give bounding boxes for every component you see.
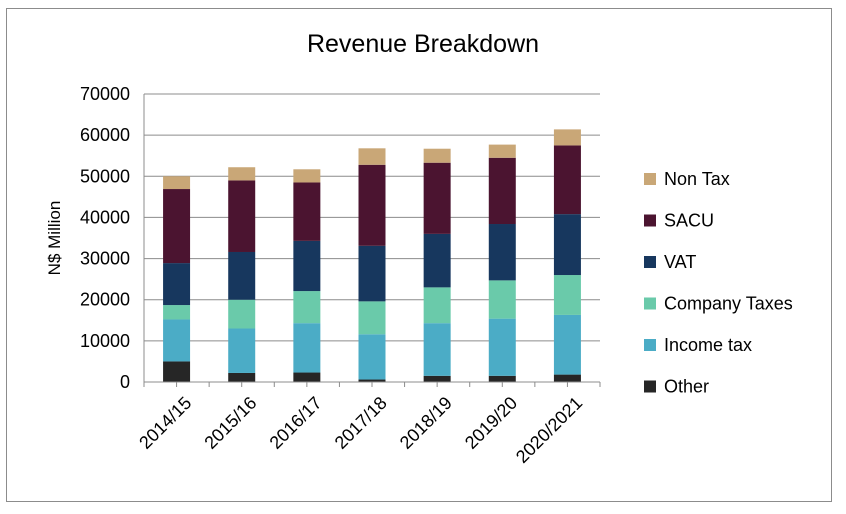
axes: 0 10000 20000 30000 40000 50000 60000 70000 2014… bbox=[80, 84, 601, 467]
legend-swatch bbox=[644, 297, 656, 310]
bar-segment-non-tax bbox=[163, 176, 191, 190]
bar-segment-other bbox=[163, 361, 191, 382]
bar-segment-other bbox=[553, 374, 581, 382]
bar-segment-non-tax bbox=[358, 148, 386, 165]
bar-segment-non-tax bbox=[228, 167, 256, 181]
bar-segment-vat bbox=[228, 251, 256, 300]
bar-segment-income-tax bbox=[488, 318, 516, 376]
y-tick-label: 0 bbox=[120, 372, 130, 392]
bar-segment-other bbox=[488, 375, 516, 382]
x-tick-label: 2014/15 bbox=[135, 393, 195, 453]
bar-segment-sacu bbox=[293, 182, 321, 241]
bar-segment-vat bbox=[423, 233, 451, 288]
bar-segment-income-tax bbox=[423, 323, 451, 376]
bar-segment-sacu bbox=[553, 145, 581, 215]
bar-segment-non-tax bbox=[488, 144, 516, 158]
bar-segment-income-tax bbox=[163, 319, 191, 362]
bar-segment-company-taxes bbox=[293, 291, 321, 324]
y-tick-label: 70000 bbox=[80, 84, 130, 104]
bar-segment-vat bbox=[358, 245, 386, 302]
bar-segment-company-taxes bbox=[553, 275, 581, 315]
bar-segment-vat bbox=[163, 263, 191, 306]
x-tick-label: 2016/17 bbox=[266, 393, 326, 453]
bar-segment-vat bbox=[488, 224, 516, 281]
legend-label: SACU bbox=[664, 211, 714, 231]
bar-segment-vat bbox=[293, 240, 321, 292]
bar-segment-non-tax bbox=[553, 129, 581, 146]
bar-segment-income-tax bbox=[228, 328, 256, 373]
legend: Non Tax SACU VAT Company Taxes Income tax Oth… bbox=[644, 169, 793, 397]
bar-segment-company-taxes bbox=[423, 287, 451, 324]
bar-segment-company-taxes bbox=[228, 299, 256, 329]
x-tick-label: 2020/2021 bbox=[512, 393, 586, 467]
bar-segment-sacu bbox=[228, 180, 256, 252]
legend-swatch bbox=[644, 339, 656, 351]
bar-segment-income-tax bbox=[358, 334, 386, 380]
x-tick-label: 2019/20 bbox=[461, 393, 521, 453]
y-axis-title: N$ Million bbox=[45, 201, 64, 276]
y-tick-label: 20000 bbox=[80, 290, 130, 310]
chart-title: Revenue Breakdown bbox=[306, 30, 540, 58]
legend-swatch bbox=[644, 214, 656, 227]
bar-segment-company-taxes bbox=[488, 280, 516, 319]
y-tick-label: 40000 bbox=[80, 207, 130, 227]
bar-segment-sacu bbox=[488, 157, 516, 225]
x-tick-label: 2017/18 bbox=[331, 393, 391, 453]
x-tick-label: 2015/16 bbox=[200, 393, 260, 453]
x-tick-label: 2018/19 bbox=[396, 393, 456, 453]
legend-swatch bbox=[644, 173, 656, 185]
bar-segment-other bbox=[228, 372, 256, 382]
legend-label: Non Tax bbox=[664, 169, 730, 189]
legend-swatch bbox=[644, 256, 656, 268]
bar-segment-non-tax bbox=[293, 169, 321, 183]
y-tick-label: 10000 bbox=[80, 331, 130, 351]
bar-segment-other bbox=[293, 372, 321, 382]
bar-segment-income-tax bbox=[553, 314, 581, 375]
legend-label: Other bbox=[664, 377, 709, 397]
y-tick-label: 30000 bbox=[80, 249, 130, 269]
bar-segment-sacu bbox=[358, 164, 386, 246]
legend-label: VAT bbox=[664, 252, 696, 272]
legend-label: Company Taxes bbox=[664, 294, 793, 314]
y-tick-label: 60000 bbox=[80, 125, 130, 145]
bar-segment-company-taxes bbox=[163, 305, 191, 320]
bar-segment-income-tax bbox=[293, 323, 321, 373]
y-tick-label: 50000 bbox=[80, 166, 130, 186]
bar-segment-other bbox=[358, 379, 386, 382]
bar-segment-company-taxes bbox=[358, 301, 386, 335]
legend-label: Income tax bbox=[664, 335, 752, 355]
bar-segment-other bbox=[423, 375, 451, 382]
legend-swatch bbox=[644, 380, 656, 393]
bar-segment-sacu bbox=[423, 162, 451, 234]
bar-stacks bbox=[163, 129, 581, 382]
bar-segment-vat bbox=[553, 214, 581, 276]
bar-segment-sacu bbox=[163, 189, 191, 264]
bar-segment-non-tax bbox=[423, 148, 451, 163]
